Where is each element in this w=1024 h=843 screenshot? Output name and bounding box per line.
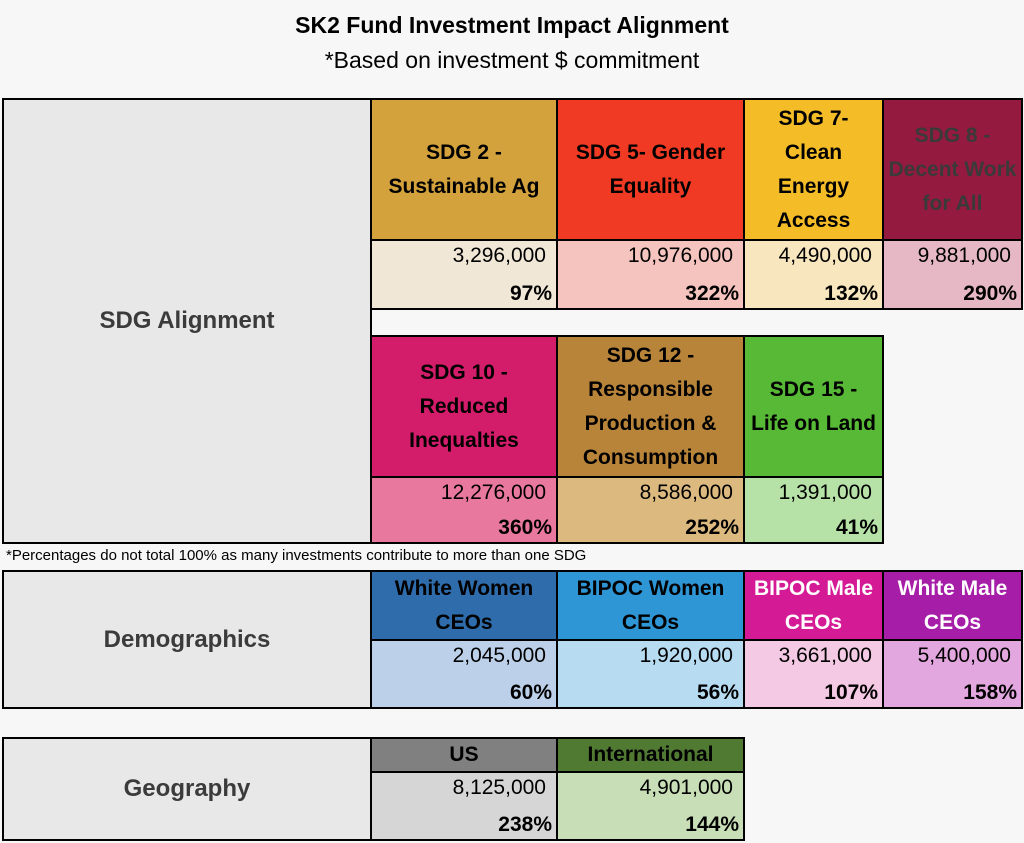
sdg2-percent: 97% (509, 282, 552, 305)
sdg10-percent: 360% (498, 516, 552, 539)
sdg7-percent: 132% (824, 282, 878, 305)
sdg8-amount: 9,881,000 (917, 244, 1011, 267)
sdg8-value-cell: 9,881,000 290% (882, 239, 1023, 310)
us-amount: 8,125,000 (452, 776, 546, 799)
sdg2-header: SDG 2 - Sustainable Ag (370, 98, 558, 241)
sdg15-value-cell: 1,391,000 41% (743, 476, 884, 544)
white-male-ceos-header: White Male CEOs (882, 570, 1023, 641)
sdg12-amount: 8,586,000 (639, 481, 733, 504)
white-male-ceos-percent: 158% (963, 681, 1017, 704)
sdg12-header: SDG 12 - Responsible Production & Consum… (556, 335, 745, 478)
sdg8-percent: 290% (963, 282, 1017, 305)
sdg7-value-cell: 4,490,000 132% (743, 239, 884, 310)
us-value-cell: 8,125,000 238% (370, 771, 558, 841)
geography-label: Geography (2, 737, 372, 841)
sdg7-header: SDG 7- Clean Energy Access (743, 98, 884, 241)
white-male-ceos-amount: 5,400,000 (917, 644, 1011, 667)
international-value-cell: 4,901,000 144% (556, 771, 745, 841)
white-male-ceos-value-cell: 5,400,000 158% (882, 639, 1023, 709)
international-header: International (556, 737, 745, 773)
sdg5-header: SDG 5- Gender Equality (556, 98, 745, 241)
bipoc-male-ceos-value-cell: 3,661,000 107% (743, 639, 884, 709)
sdg10-header: SDG 10 - Reduced Inequalties (370, 335, 558, 478)
sdg2-value-cell: 3,296,000 97% (370, 239, 558, 310)
bipoc-women-ceos-percent: 56% (696, 681, 739, 704)
international-amount: 4,901,000 (639, 776, 733, 799)
sdg5-percent: 322% (685, 282, 739, 305)
us-header: US (370, 737, 558, 773)
white-women-ceos-value-cell: 2,045,000 60% (370, 639, 558, 709)
page-title: SK2 Fund Investment Impact Alignment (295, 12, 729, 38)
sdg15-percent: 41% (835, 516, 878, 539)
white-women-ceos-amount: 2,045,000 (452, 644, 546, 667)
bipoc-male-ceos-percent: 107% (824, 681, 878, 704)
sdg2-amount: 3,296,000 (452, 244, 546, 267)
bipoc-women-ceos-amount: 1,920,000 (639, 644, 733, 667)
international-percent: 144% (685, 813, 739, 836)
sdg12-percent: 252% (685, 516, 739, 539)
demographics-label: Demographics (2, 570, 372, 709)
bipoc-women-ceos-value-cell: 1,920,000 56% (556, 639, 745, 709)
sdg10-value-cell: 12,276,000 360% (370, 476, 558, 544)
white-women-ceos-percent: 60% (509, 681, 552, 704)
sdg15-header: SDG 15 - Life on Land (743, 335, 884, 478)
sdg12-value-cell: 8,586,000 252% (556, 476, 745, 544)
sdg-alignment-label: SDG Alignment (2, 98, 372, 544)
sdg8-header: SDG 8 - Decent Work for All (882, 98, 1023, 241)
bipoc-women-ceos-header: BIPOC Women CEOs (556, 570, 745, 641)
sdg10-amount: 12,276,000 (440, 481, 546, 504)
sdg5-amount: 10,976,000 (627, 244, 733, 267)
sdg-footnote: *Percentages do not total 100% as many i… (6, 547, 587, 564)
sdg5-value-cell: 10,976,000 322% (556, 239, 745, 310)
bipoc-male-ceos-header: BIPOC Male CEOs (743, 570, 884, 641)
us-percent: 238% (498, 813, 552, 836)
white-women-ceos-header: White Women CEOs (370, 570, 558, 641)
page-subtitle: *Based on investment $ commitment (324, 47, 700, 73)
bipoc-male-ceos-amount: 3,661,000 (778, 644, 872, 667)
sdg7-amount: 4,490,000 (778, 244, 872, 267)
sdg15-amount: 1,391,000 (778, 481, 872, 504)
